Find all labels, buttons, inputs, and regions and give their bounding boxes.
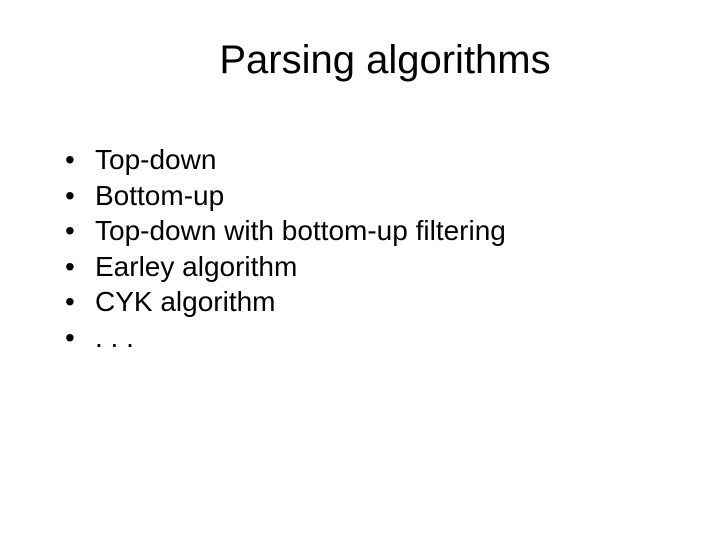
bullet-icon: • bbox=[65, 321, 95, 355]
bullet-text: Top-down bbox=[95, 143, 216, 177]
bullet-icon: • bbox=[65, 250, 95, 284]
bullet-text: Top-down with bottom-up filtering bbox=[95, 214, 506, 248]
slide-container: Parsing algorithms • Top-down • Bottom-u… bbox=[0, 0, 720, 540]
slide-title: Parsing algorithms bbox=[95, 38, 675, 83]
list-item: • Bottom-up bbox=[65, 179, 675, 213]
bullet-icon: • bbox=[65, 285, 95, 319]
bullet-text: Bottom-up bbox=[95, 179, 224, 213]
bullet-icon: • bbox=[65, 143, 95, 177]
bullet-list: • Top-down • Bottom-up • Top-down with b… bbox=[45, 143, 675, 355]
list-item: • Top-down with bottom-up filtering bbox=[65, 214, 675, 248]
bullet-icon: • bbox=[65, 214, 95, 248]
bullet-text: CYK algorithm bbox=[95, 285, 276, 319]
list-item: • Top-down bbox=[65, 143, 675, 177]
bullet-text: . . . bbox=[95, 321, 134, 355]
bullet-icon: • bbox=[65, 179, 95, 213]
bullet-text: Earley algorithm bbox=[95, 250, 297, 284]
list-item: • . . . bbox=[65, 321, 675, 355]
list-item: • Earley algorithm bbox=[65, 250, 675, 284]
list-item: • CYK algorithm bbox=[65, 285, 675, 319]
